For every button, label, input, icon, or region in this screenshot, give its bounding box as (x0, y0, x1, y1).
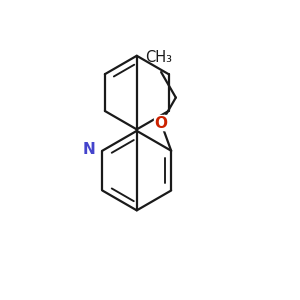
Text: N: N (83, 142, 96, 157)
Text: CH₃: CH₃ (145, 50, 172, 65)
Text: O: O (154, 116, 168, 130)
